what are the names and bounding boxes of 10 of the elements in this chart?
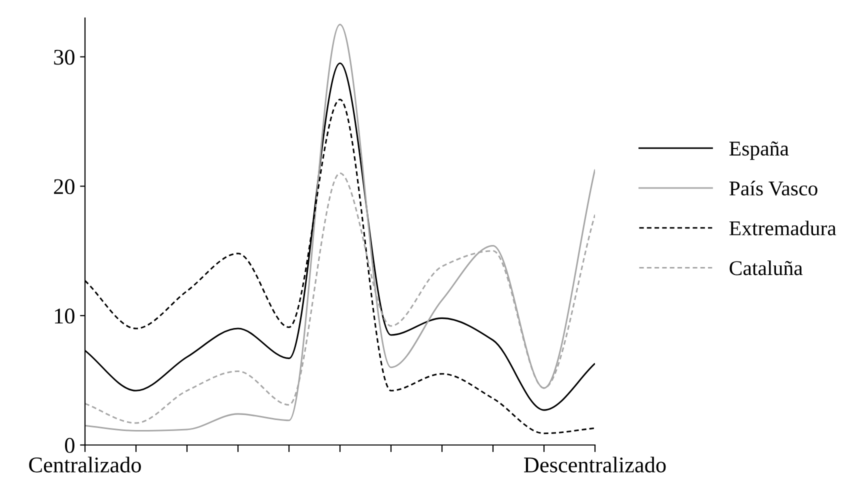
legend-label: España [729, 141, 789, 160]
y-tick-label: 0 [65, 438, 74, 453]
x-tick-label: Centralizado [29, 456, 141, 472]
y-tick-label: 10 [55, 308, 74, 324]
legend-label: País Vasco [729, 180, 818, 196]
legend-label: Extremadura [729, 220, 836, 236]
legend-label: Cataluña [730, 260, 803, 276]
y-tick-label: 20 [54, 179, 74, 194]
x-tick-label: Descentralizado [524, 456, 666, 472]
y-tick-label: 30 [54, 50, 74, 65]
